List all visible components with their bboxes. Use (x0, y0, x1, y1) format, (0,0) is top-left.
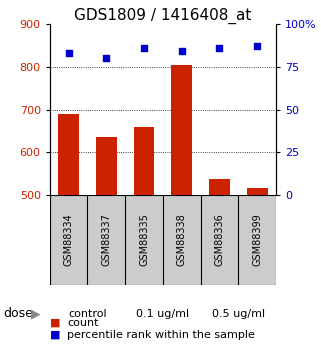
Text: 0.5 ug/ml: 0.5 ug/ml (212, 309, 265, 319)
Bar (209, 179, 230, 195)
Point (217, 45, 222, 51)
Text: GSM88335: GSM88335 (139, 213, 149, 266)
Title: GDS1809 / 1416408_at: GDS1809 / 1416408_at (74, 8, 252, 24)
Bar (171, 65, 192, 195)
Bar (50, 195, 87, 285)
Point (104, 56, 109, 61)
Text: ▶: ▶ (30, 307, 40, 321)
Text: ■: ■ (50, 330, 60, 339)
Text: GSM88337: GSM88337 (101, 213, 111, 266)
Bar (125, 195, 163, 285)
Text: GSM88336: GSM88336 (214, 214, 224, 266)
Text: GSM88334: GSM88334 (64, 214, 74, 266)
Text: percentile rank within the sample: percentile rank within the sample (67, 330, 255, 339)
Point (179, 49, 184, 54)
Bar (58, 114, 79, 195)
Text: control: control (68, 309, 107, 319)
Point (142, 45, 147, 51)
Point (66, 50, 71, 56)
Bar (96, 137, 117, 195)
Point (255, 43, 260, 49)
Text: ■: ■ (50, 318, 60, 327)
Text: GSM88338: GSM88338 (177, 214, 187, 266)
Bar (238, 195, 276, 285)
Bar (87, 195, 125, 285)
Bar (134, 127, 154, 195)
Text: 0.1 ug/ml: 0.1 ug/ml (136, 309, 189, 319)
Text: dose: dose (3, 307, 33, 321)
Bar (163, 195, 201, 285)
Bar (201, 195, 238, 285)
Text: GSM88399: GSM88399 (252, 214, 262, 266)
Text: count: count (67, 318, 99, 327)
Bar (247, 188, 268, 195)
